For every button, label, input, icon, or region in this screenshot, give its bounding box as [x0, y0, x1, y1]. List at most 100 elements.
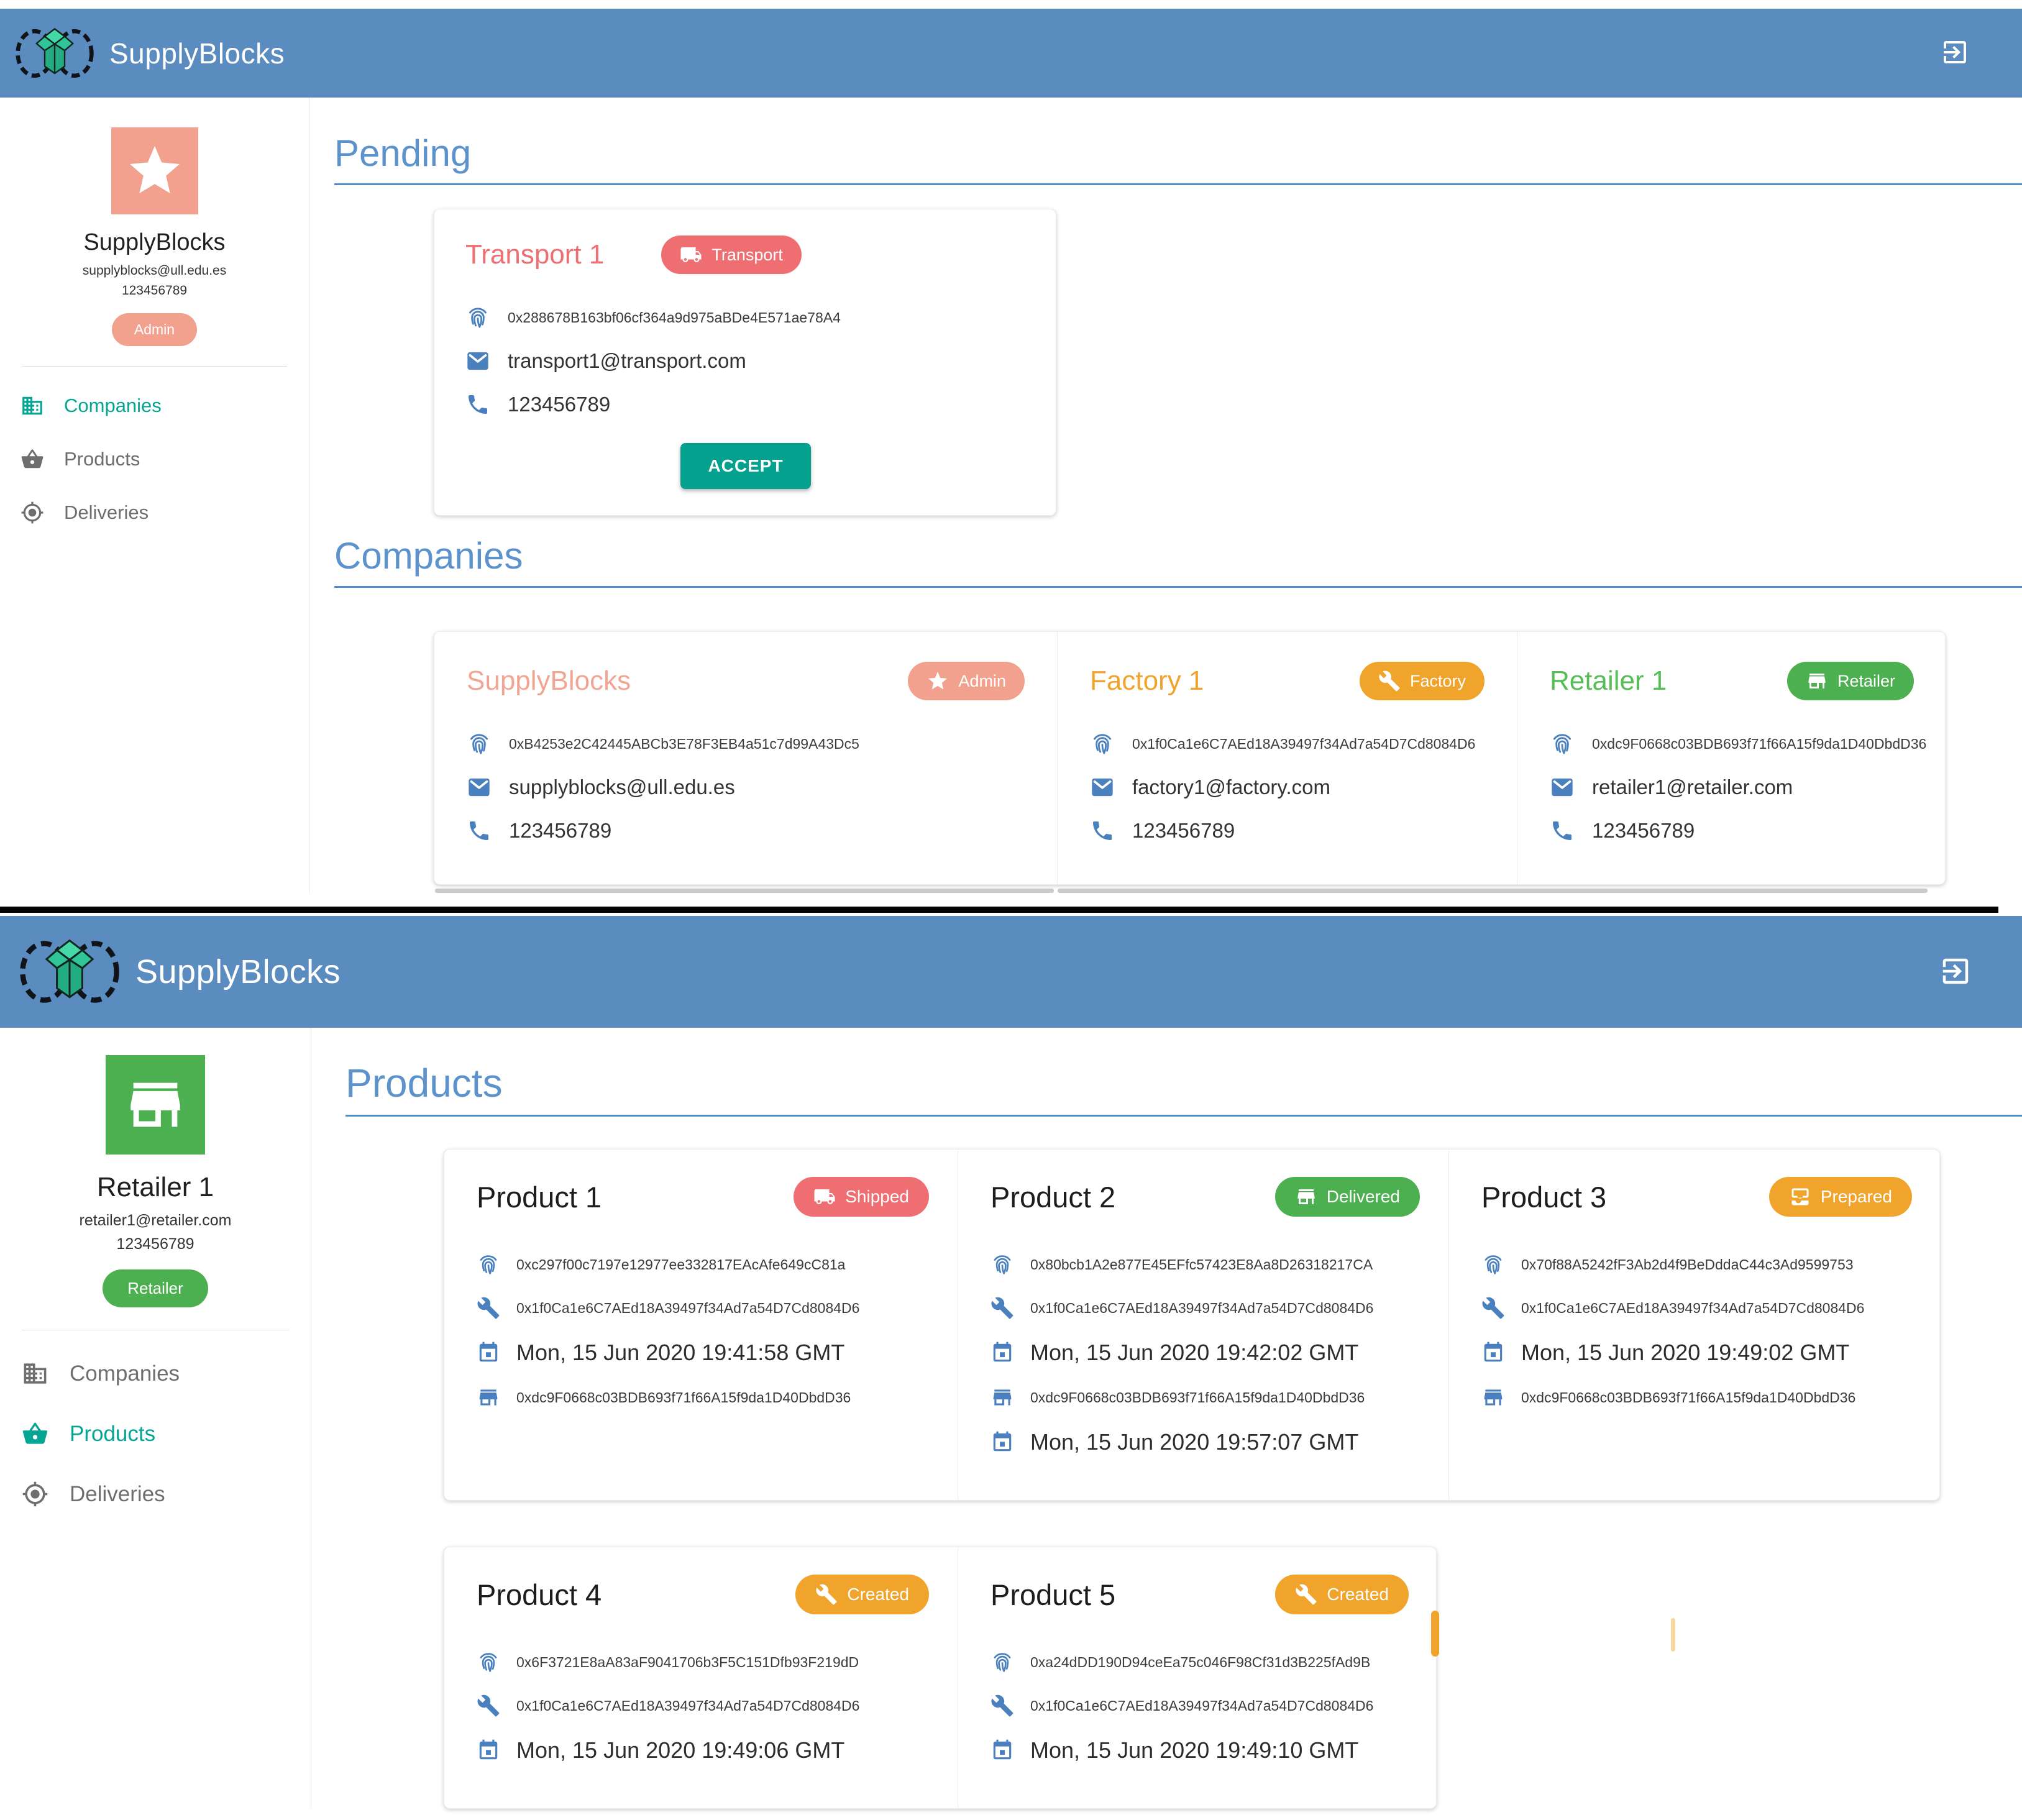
products-row-2: Product 4 Created 0x6F3721E8aA83aF904170…	[444, 1547, 1437, 1809]
factory-address: 0x1f0Ca1e6C7AEd18A39497f34Ad7a54D7Cd8084…	[1521, 1299, 1865, 1316]
wrench-icon	[1481, 1296, 1505, 1320]
storefront-icon	[1481, 1386, 1505, 1409]
retailer-view-panel: SupplyBlocks Retailer 1 retailer1@retail…	[0, 916, 2022, 1809]
avatar	[106, 1055, 205, 1155]
company-title: SupplyBlocks	[467, 665, 631, 696]
sidebar: Retailer 1 retailer1@retailer.com 123456…	[0, 1028, 311, 1809]
accept-button[interactable]: ACCEPT	[680, 443, 811, 489]
product-card-4: Product 4 Created 0x6F3721E8aA83aF904170…	[444, 1547, 958, 1808]
horizontal-scrollbar[interactable]	[435, 889, 1928, 893]
fingerprint-icon	[1090, 731, 1115, 756]
storefront-icon	[1295, 1186, 1317, 1208]
companies-icon	[21, 394, 44, 418]
product-title: Product 4	[477, 1578, 602, 1611]
logout-button[interactable]	[1939, 954, 1972, 990]
heading-rule	[334, 586, 2022, 588]
sidebar-item-products[interactable]: Products	[22, 1420, 332, 1447]
product-title: Product 2	[990, 1180, 1116, 1214]
calendar-icon	[990, 1341, 1014, 1365]
factory-address: 0x1f0Ca1e6C7AEd18A39497f34Ad7a54D7Cd8084…	[1030, 1697, 1374, 1714]
factory-address: 0x1f0Ca1e6C7AEd18A39497f34Ad7a54D7Cd8084…	[516, 1299, 860, 1316]
sidebar-item-deliveries[interactable]: Deliveries	[22, 1481, 332, 1507]
product-card-1: Product 1 Shipped 0xc297f00c7197e12977ee…	[444, 1150, 958, 1500]
app-title: SupplyBlocks	[109, 37, 285, 70]
sidebar-nav: Companies Products Deliveries	[0, 367, 329, 554]
wrench-icon	[815, 1583, 838, 1606]
phone-icon	[465, 392, 490, 417]
creation-timestamp: Mon, 15 Jun 2020 19:41:58 GMT	[516, 1340, 845, 1365]
logout-button[interactable]	[1940, 37, 1970, 69]
phone-icon	[467, 818, 492, 843]
supplyblocks-logo-icon	[17, 926, 122, 1017]
basket-icon	[22, 1420, 48, 1447]
target-icon	[21, 501, 44, 524]
fingerprint-icon	[465, 305, 490, 330]
product-address: 0xa24dDD190D94ceEa75c046F98Cf31d3B225fAd…	[1030, 1653, 1371, 1670]
product-card-3: Product 3 Prepared 0x70f88A5242fF3Ab2d4f…	[1448, 1150, 1941, 1500]
fingerprint-icon	[990, 1650, 1014, 1674]
company-email: transport1@transport.com	[508, 349, 746, 372]
pending-heading: Pending	[334, 132, 472, 174]
storefront-icon	[1806, 670, 1828, 692]
exit-to-app-icon	[1939, 954, 1972, 988]
avatar	[111, 127, 198, 214]
sidebar-nav: Companies Products Deliveries	[0, 1330, 332, 1541]
eth-address: 0x1f0Ca1e6C7AEd18A39497f34Ad7a54D7Cd8084…	[1132, 735, 1476, 752]
admin-type-badge: Admin	[908, 662, 1025, 700]
companies-icon	[22, 1360, 48, 1387]
target-icon	[22, 1481, 48, 1507]
retailer-address: 0xdc9F0668c03BDB693f71f66A15f9da1D40DbdD…	[1521, 1389, 1856, 1406]
company-phone: 123456789	[1592, 819, 1695, 842]
app-header: SupplyBlocks	[0, 9, 2022, 98]
wrench-icon	[477, 1296, 500, 1320]
role-badge: Retailer	[103, 1269, 208, 1307]
email-icon	[1090, 775, 1115, 800]
sidebar: SupplyBlocks supplyblocks@ull.edu.es 123…	[0, 98, 309, 893]
status-badge-created: Created	[1275, 1575, 1409, 1614]
email-icon	[465, 349, 490, 373]
retailer-type-badge: Retailer	[1786, 662, 1914, 700]
company-card-retailer1: Retailer 1 Retailer 0xdc9F0668c03BDB693f…	[1517, 632, 1946, 884]
retailer-address: 0xdc9F0668c03BDB693f71f66A15f9da1D40DbdD…	[1030, 1389, 1365, 1406]
product-address: 0x6F3721E8aA83aF9041706b3F5C151Dfb93F219…	[516, 1653, 859, 1670]
main-content: Products Product 1 Shipped	[311, 1028, 2022, 1809]
profile-phone: 123456789	[116, 1235, 194, 1253]
app-title: SupplyBlocks	[135, 953, 341, 990]
fingerprint-icon	[477, 1253, 500, 1276]
wrench-icon	[990, 1296, 1014, 1320]
eth-address: 0xdc9F0668c03BDB693f71f66A15f9da1D40DbdD…	[1592, 735, 1927, 752]
company-title: Retailer 1	[1550, 665, 1667, 696]
basket-icon	[21, 447, 44, 471]
heading-rule	[345, 1115, 2022, 1117]
sidebar-item-companies[interactable]: Companies	[22, 1360, 332, 1387]
role-badge: Admin	[111, 313, 198, 346]
sidebar-item-deliveries[interactable]: Deliveries	[21, 501, 329, 524]
supplyblocks-logo-icon	[14, 18, 96, 89]
eth-address: 0x288678B163bf06cf364a9d975aBDe4E571ae78…	[508, 309, 841, 326]
retailer-address: 0xdc9F0668c03BDB693f71f66A15f9da1D40DbdD…	[516, 1389, 851, 1406]
fingerprint-icon	[1481, 1253, 1505, 1276]
fingerprint-icon	[1550, 731, 1575, 756]
truck-icon	[680, 244, 702, 266]
exit-to-app-icon	[1940, 37, 1970, 67]
sidebar-item-label: Products	[70, 1421, 156, 1446]
pending-request-card: Transport 1 Transport 0x288678B163bf06cf…	[434, 209, 1056, 516]
sidebar-item-products[interactable]: Products	[21, 447, 329, 471]
creation-timestamp: Mon, 15 Jun 2020 19:42:02 GMT	[1030, 1340, 1359, 1365]
company-email: retailer1@retailer.com	[1592, 775, 1793, 798]
app-header: SupplyBlocks	[0, 916, 2022, 1028]
product-card-5: Product 5 Created 0xa24dDD190D94ceEa75c0…	[958, 1547, 1437, 1808]
sidebar-divider	[21, 366, 288, 367]
email-icon	[1550, 775, 1575, 800]
sidebar-item-companies[interactable]: Companies	[21, 394, 329, 418]
products-heading: Products	[345, 1061, 503, 1105]
calendar-icon	[990, 1739, 1014, 1762]
company-email: factory1@factory.com	[1132, 775, 1330, 798]
company-title: Transport 1	[465, 239, 605, 270]
product-title: Product 5	[990, 1578, 1116, 1611]
calendar-icon	[477, 1341, 500, 1365]
heading-rule	[334, 183, 2022, 185]
cropped-badge-fragment	[1671, 1618, 1675, 1652]
profile-name: Retailer 1	[96, 1172, 214, 1202]
